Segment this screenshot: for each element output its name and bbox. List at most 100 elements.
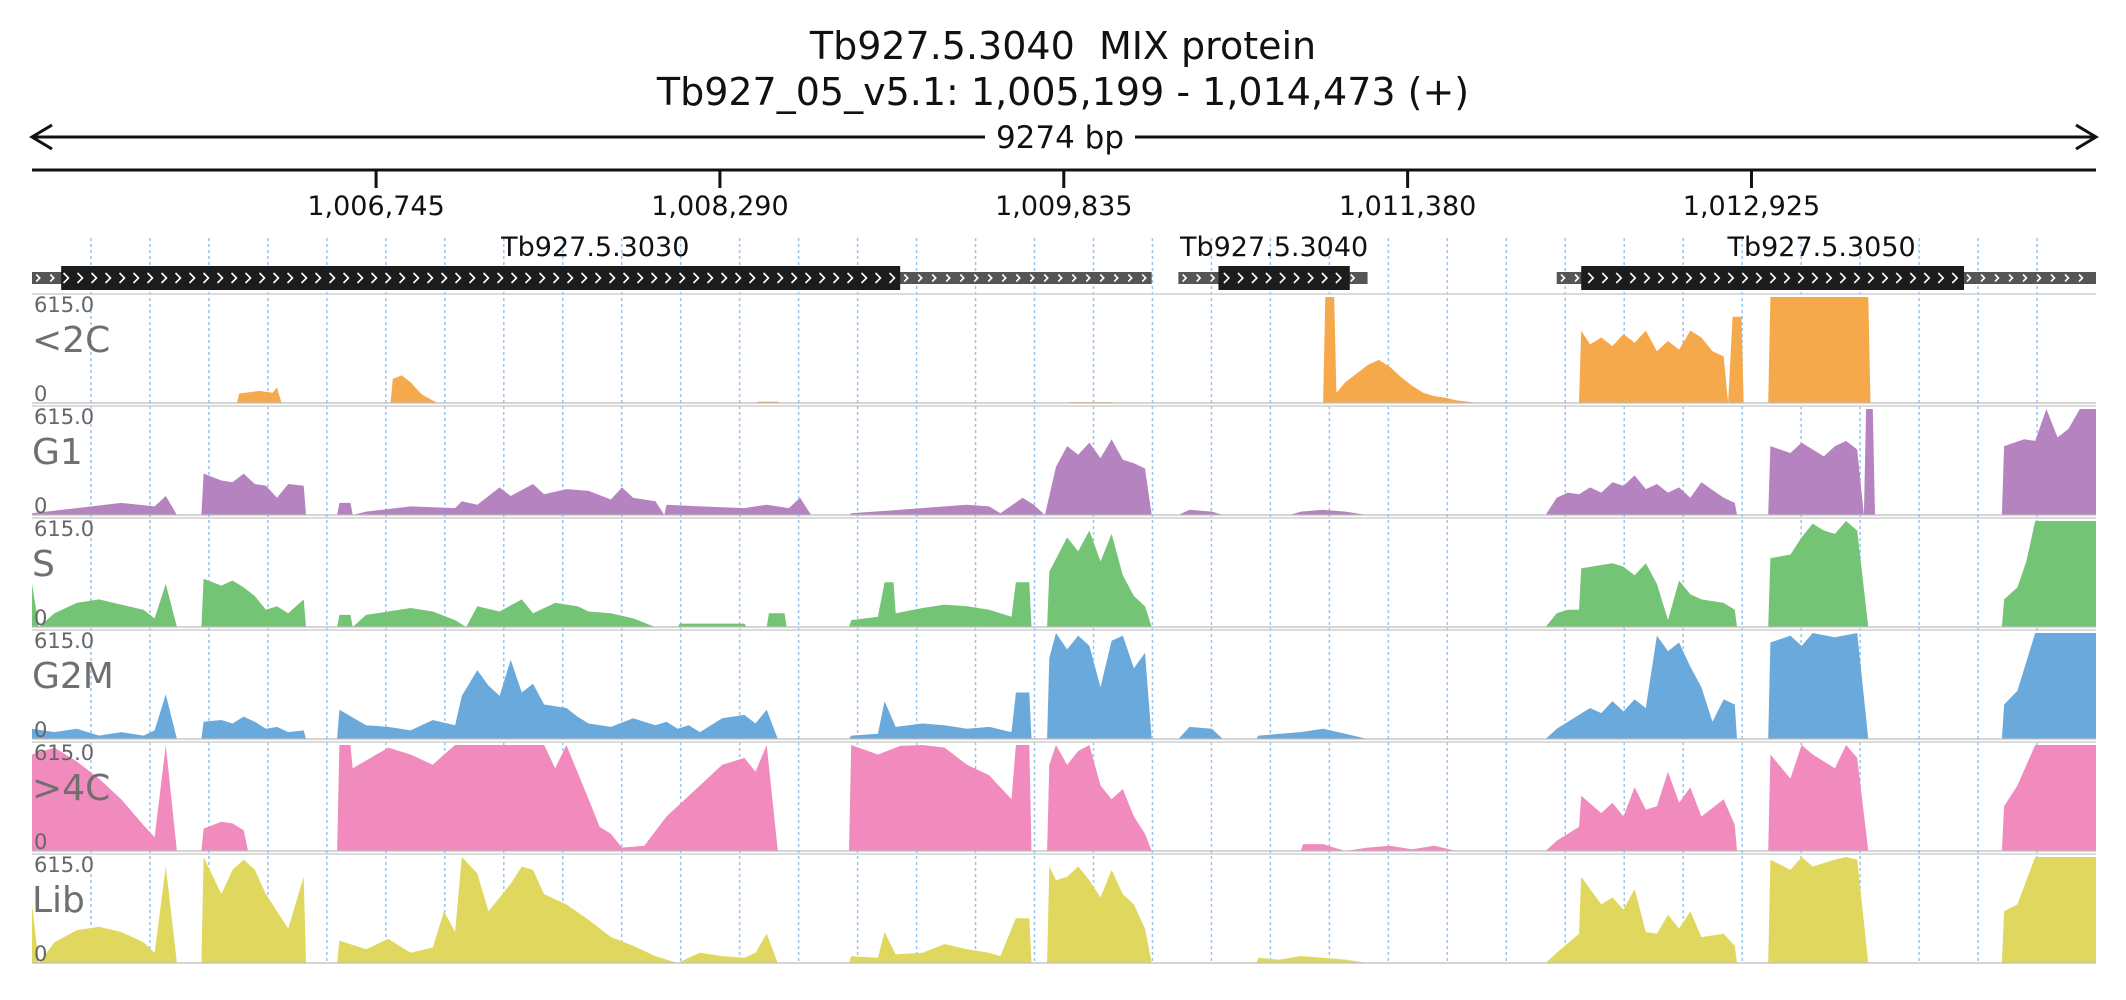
gene-model[interactable]: Tb927.5.3030 xyxy=(32,232,1152,290)
strand-chevron xyxy=(314,272,322,284)
strand-chevron xyxy=(1727,272,1735,284)
strand-chevron xyxy=(832,272,840,284)
strand-chevron xyxy=(174,272,182,284)
strand-chevron xyxy=(748,272,756,284)
coverage-track: 615.0 Lib 0 xyxy=(32,853,2096,966)
track-name: G1 xyxy=(32,432,83,473)
coverage-area xyxy=(32,857,2096,963)
strand-chevron xyxy=(1099,273,1105,283)
strand-chevron xyxy=(538,272,546,284)
gene-model[interactable]: Tb927.5.3050 xyxy=(1556,232,2096,290)
strand-chevron xyxy=(370,272,378,284)
x-tick-label: 1,008,290 xyxy=(651,191,788,222)
strand-chevron xyxy=(1085,273,1091,283)
strand-chevron xyxy=(2008,273,2014,283)
strand-chevron xyxy=(874,272,882,284)
coverage-track: 615.0 >4C 0 xyxy=(32,741,2096,854)
strand-chevron xyxy=(384,272,392,284)
strand-chevron xyxy=(342,272,350,284)
strand-chevron xyxy=(202,272,210,284)
y-min-label: 0 xyxy=(34,942,47,966)
strand-chevron xyxy=(1923,272,1931,284)
strand-chevron xyxy=(2036,273,2042,283)
x-axis: 1,006,745 1,008,290 1,009,835 1,011,380 1,01… xyxy=(32,168,2096,222)
strand-chevron xyxy=(1741,272,1749,284)
strand-chevron xyxy=(160,272,168,284)
strand-chevron xyxy=(1685,272,1693,284)
strand-chevron xyxy=(818,272,826,284)
coverage-area xyxy=(32,633,2096,739)
strand-chevron xyxy=(1587,272,1595,284)
strand-chevron xyxy=(1223,272,1231,284)
strand-chevron xyxy=(398,272,406,284)
strand-chevron xyxy=(1671,272,1679,284)
strand-chevron xyxy=(959,273,965,283)
strand-chevron xyxy=(1043,273,1049,283)
strand-chevron xyxy=(987,273,993,283)
strand-chevron xyxy=(230,272,238,284)
strand-chevron xyxy=(678,272,686,284)
strand-chevron xyxy=(258,272,266,284)
strand-chevron xyxy=(1335,272,1343,284)
strand-chevron xyxy=(2078,273,2084,283)
y-max-label: 615.0 xyxy=(34,629,94,653)
strand-chevron xyxy=(1210,273,1216,283)
chart-subtitle: Tb927_05_v5.1: 1,005,199 - 1,014,473 (+) xyxy=(656,70,1470,114)
coverage-area xyxy=(32,409,2096,515)
gene-model[interactable]: Tb927.5.3040 xyxy=(1178,232,1368,290)
strand-chevron xyxy=(1825,272,1833,284)
strand-chevron xyxy=(692,272,700,284)
strand-chevron xyxy=(1937,272,1945,284)
x-tick-label: 1,012,925 xyxy=(1683,191,1820,222)
strand-chevron xyxy=(328,272,336,284)
strand-chevron xyxy=(1951,272,1959,284)
x-tick-label: 1,006,745 xyxy=(307,191,444,222)
strand-chevron xyxy=(1755,272,1763,284)
y-min-label: 0 xyxy=(34,382,47,406)
gene-label: Tb927.5.3030 xyxy=(500,232,689,263)
strand-chevron xyxy=(118,272,126,284)
strand-chevron xyxy=(608,272,616,284)
strand-chevron xyxy=(188,272,196,284)
strand-chevron xyxy=(762,272,770,284)
gene-name: MIX protein xyxy=(1098,24,1317,68)
strand-chevron xyxy=(1811,272,1819,284)
y-min-label: 0 xyxy=(34,494,47,518)
strand-chevron xyxy=(2050,273,2056,283)
strand-chevron xyxy=(49,273,55,283)
strand-chevron xyxy=(1113,273,1119,283)
strand-chevron xyxy=(1909,272,1917,284)
strand-chevron xyxy=(1057,273,1063,283)
strand-chevron xyxy=(1182,273,1188,283)
strand-chevron xyxy=(860,272,868,284)
track-name: >4C xyxy=(32,768,110,809)
y-max-label: 615.0 xyxy=(34,741,94,765)
strand-chevron xyxy=(1265,272,1273,284)
gene-label: Tb927.5.3050 xyxy=(1726,232,1915,263)
span-arrow: 9274 bp xyxy=(29,120,2099,156)
strand-chevron xyxy=(1251,272,1259,284)
strand-chevron xyxy=(580,272,588,284)
strand-chevron xyxy=(1699,272,1707,284)
y-min-label: 0 xyxy=(34,830,47,854)
strand-chevron xyxy=(1980,273,1986,283)
track-name: S xyxy=(32,544,55,585)
strand-chevron xyxy=(1293,272,1301,284)
strand-chevron xyxy=(790,272,798,284)
x-tick-label: 1,009,835 xyxy=(995,191,1132,222)
strand-chevron xyxy=(2022,273,2028,283)
strand-chevron xyxy=(90,272,98,284)
strand-chevron xyxy=(1629,272,1637,284)
coverage-area xyxy=(32,521,2096,627)
strand-chevron xyxy=(272,272,280,284)
y-max-label: 615.0 xyxy=(34,517,94,541)
y-min-label: 0 xyxy=(34,718,47,742)
strand-chevron xyxy=(1279,272,1287,284)
strand-chevron xyxy=(104,272,112,284)
strand-chevron xyxy=(510,272,518,284)
strand-chevron xyxy=(1015,273,1021,283)
strand-chevron xyxy=(482,272,490,284)
strand-chevron xyxy=(412,272,420,284)
track-name: Lib xyxy=(32,880,85,921)
